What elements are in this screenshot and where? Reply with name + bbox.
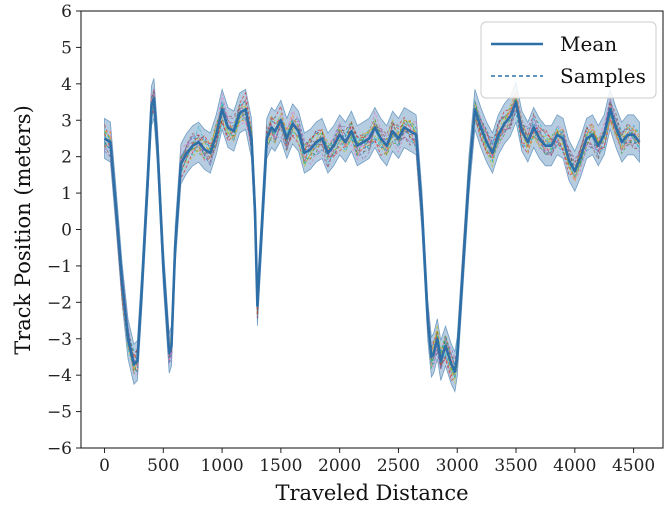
x-tick-label: 4000: [553, 456, 596, 476]
y-tick-label: −5: [47, 403, 72, 423]
x-tick-label: 2000: [318, 456, 361, 476]
y-tick-label: 3: [61, 111, 72, 131]
y-tick-label: −2: [47, 293, 72, 313]
legend-box: [480, 21, 657, 99]
y-tick-label: −4: [47, 366, 72, 386]
x-tick-label: 1500: [259, 456, 302, 476]
sample-line: [104, 91, 640, 382]
x-tick-label: 2500: [377, 456, 420, 476]
y-tick-label: −6: [47, 439, 72, 459]
y-axis: −6 −5 −4 −3 −2 −1 0 1 2 3 4 5 6: [47, 2, 81, 459]
y-tick-label: 5: [61, 38, 72, 58]
y-tick-label: 6: [61, 2, 72, 22]
x-tick-label: 500: [147, 456, 179, 476]
x-tick-label: 1000: [200, 456, 243, 476]
x-tick-label: 0: [99, 456, 110, 476]
y-tick-label: 0: [61, 221, 72, 241]
y-tick-label: 1: [61, 184, 72, 204]
y-tick-label: 2: [61, 148, 72, 168]
legend: Mean Samples: [480, 21, 657, 99]
x-tick-label: 3500: [494, 456, 537, 476]
sample-line: [104, 92, 640, 375]
plot-area: [103, 78, 641, 393]
y-tick-label: −3: [47, 330, 72, 350]
x-axis: 0 500 1000 1500 2000 2500 3000 3500 4000 4500: [99, 448, 655, 476]
x-tick-label: 3000: [436, 456, 479, 476]
x-tick-label: 4500: [612, 456, 655, 476]
y-tick-label: 4: [61, 75, 72, 95]
y-tick-label: −1: [47, 257, 72, 277]
legend-samples-label: Samples: [560, 64, 646, 88]
sample-line: [104, 91, 640, 370]
y-axis-label: Track Position (meters): [11, 105, 35, 355]
x-axis-label: Traveled Distance: [275, 481, 468, 505]
mean-line: [103, 97, 641, 373]
sample-line: [104, 90, 640, 367]
uncertainty-band: [104, 78, 640, 393]
legend-mean-label: Mean: [560, 32, 617, 56]
sample-line: [104, 90, 640, 377]
